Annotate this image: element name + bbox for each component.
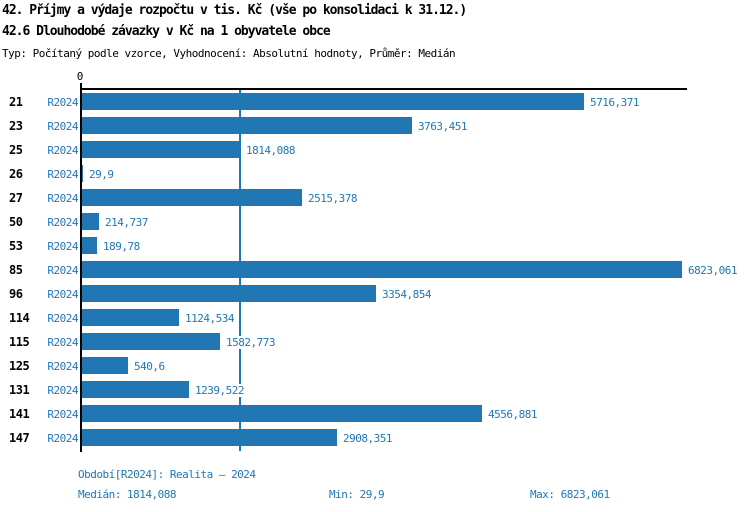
value-label: 1239,522 [194, 384, 245, 397]
x-axis-zero-label: 0 [76, 70, 84, 83]
chart-title-line1: 42. Příjmy a výdaje rozpočtu v tis. Kč (… [2, 3, 467, 18]
value-label: 214,737 [104, 216, 149, 229]
bar-141 [80, 405, 482, 422]
bar-23 [80, 117, 412, 134]
row-label-25: 25 [9, 143, 23, 157]
row-label-53: 53 [9, 239, 23, 253]
series-label: R2024 [47, 144, 78, 157]
stat-min: Min: 29,9 [329, 488, 385, 501]
row-label-85: 85 [9, 263, 23, 277]
series-label: R2024 [47, 408, 78, 421]
row-label-27: 27 [9, 191, 23, 205]
chart-subtitle: Typ: Počítaný podle vzorce, Vyhodnocení:… [2, 47, 456, 60]
chart-title-line2: 42.6 Dlouhodobé závazky v Kč na 1 obyvat… [2, 24, 331, 39]
series-label: R2024 [47, 288, 78, 301]
series-label: R2024 [47, 312, 78, 325]
value-label: 1814,088 [245, 144, 296, 157]
row-label-125: 125 [9, 359, 30, 373]
bar-131 [80, 381, 189, 398]
value-label: 2908,351 [342, 432, 393, 445]
row-label-141: 141 [9, 407, 30, 421]
row-label-131: 131 [9, 383, 30, 397]
bar-125 [80, 357, 128, 374]
value-label: 4556,881 [487, 408, 538, 421]
series-label: R2024 [47, 120, 78, 133]
row-label-26: 26 [9, 167, 23, 181]
bar-53 [80, 237, 97, 254]
row-label-23: 23 [9, 119, 23, 133]
bar-27 [80, 189, 302, 206]
bar-115 [80, 333, 220, 350]
series-label: R2024 [47, 192, 78, 205]
bar-114 [80, 309, 179, 326]
value-label: 3763,451 [417, 120, 468, 133]
x-axis-zero-tick [80, 83, 82, 88]
bar-21 [80, 93, 584, 110]
row-label-147: 147 [9, 431, 30, 445]
series-label: R2024 [47, 264, 78, 277]
series-label: R2024 [47, 384, 78, 397]
row-label-114: 114 [9, 311, 30, 325]
row-label-21: 21 [9, 95, 23, 109]
value-label: 189,78 [102, 240, 141, 253]
bar-147 [80, 429, 337, 446]
bar-25 [80, 141, 240, 158]
value-label: 1124,534 [184, 312, 235, 325]
row-label-115: 115 [9, 335, 30, 349]
value-label: 6823,061 [687, 264, 738, 277]
row-label-50: 50 [9, 215, 23, 229]
legend-period: Období[R2024]: Realita – 2024 [78, 468, 256, 481]
value-label: 3354,854 [381, 288, 432, 301]
stat-median: Medián: 1814,088 [78, 488, 176, 501]
value-label: 540,6 [133, 360, 166, 373]
series-label: R2024 [47, 240, 78, 253]
series-label: R2024 [47, 96, 78, 109]
series-label: R2024 [47, 216, 78, 229]
series-label: R2024 [47, 432, 78, 445]
series-label: R2024 [47, 168, 78, 181]
series-label: R2024 [47, 360, 78, 373]
bar-85 [80, 261, 682, 278]
series-label: R2024 [47, 336, 78, 349]
bar-96 [80, 285, 376, 302]
axis-top-spine [80, 88, 687, 90]
value-label: 1582,773 [225, 336, 276, 349]
row-label-96: 96 [9, 287, 23, 301]
value-label: 5716,371 [589, 96, 640, 109]
bar-50 [80, 213, 99, 230]
value-label: 29,9 [88, 168, 115, 181]
stat-max: Max: 6823,061 [530, 488, 610, 501]
value-label: 2515,378 [307, 192, 358, 205]
axis-left-spine [80, 88, 82, 452]
